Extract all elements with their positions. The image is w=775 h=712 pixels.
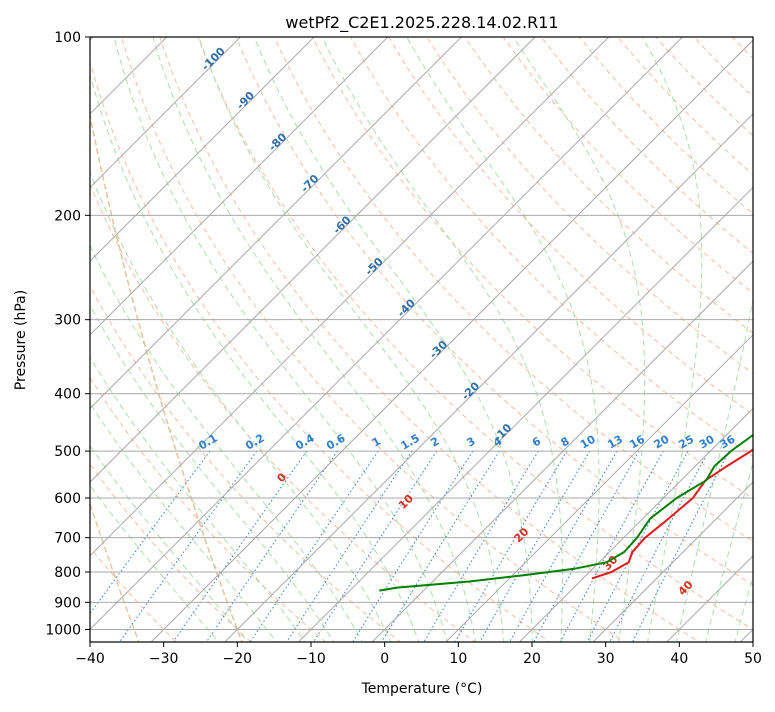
y-tick-label: 500: [54, 444, 81, 460]
y-axis-label: Pressure (hPa): [13, 290, 29, 390]
x-tick-label: −20: [223, 651, 253, 667]
x-tick-label: 30: [597, 651, 615, 667]
x-tick-label: 20: [523, 651, 541, 667]
x-tick-label: 10: [449, 651, 467, 667]
y-tick-label: 700: [54, 531, 81, 547]
chart-title: wetPf2_C2E1.2025.228.14.02.R11: [285, 13, 558, 33]
x-tick-label: −10: [296, 651, 326, 667]
y-tick-label: 100: [54, 30, 81, 46]
y-tick-label: 600: [54, 491, 81, 507]
y-tick-label: 1000: [45, 622, 81, 638]
y-tick-label: 300: [54, 313, 81, 329]
x-tick-label: −30: [149, 651, 179, 667]
x-tick-label: −40: [75, 651, 105, 667]
x-tick-label: 40: [670, 651, 688, 667]
x-tick-label: 0: [380, 651, 389, 667]
x-axis-label: Temperature (°C): [361, 681, 483, 697]
y-tick-label: 900: [54, 595, 81, 611]
y-tick-label: 800: [54, 565, 81, 581]
x-tick-label: 50: [744, 651, 762, 667]
y-tick-label: 200: [54, 208, 81, 224]
y-tick-label: 400: [54, 387, 81, 403]
